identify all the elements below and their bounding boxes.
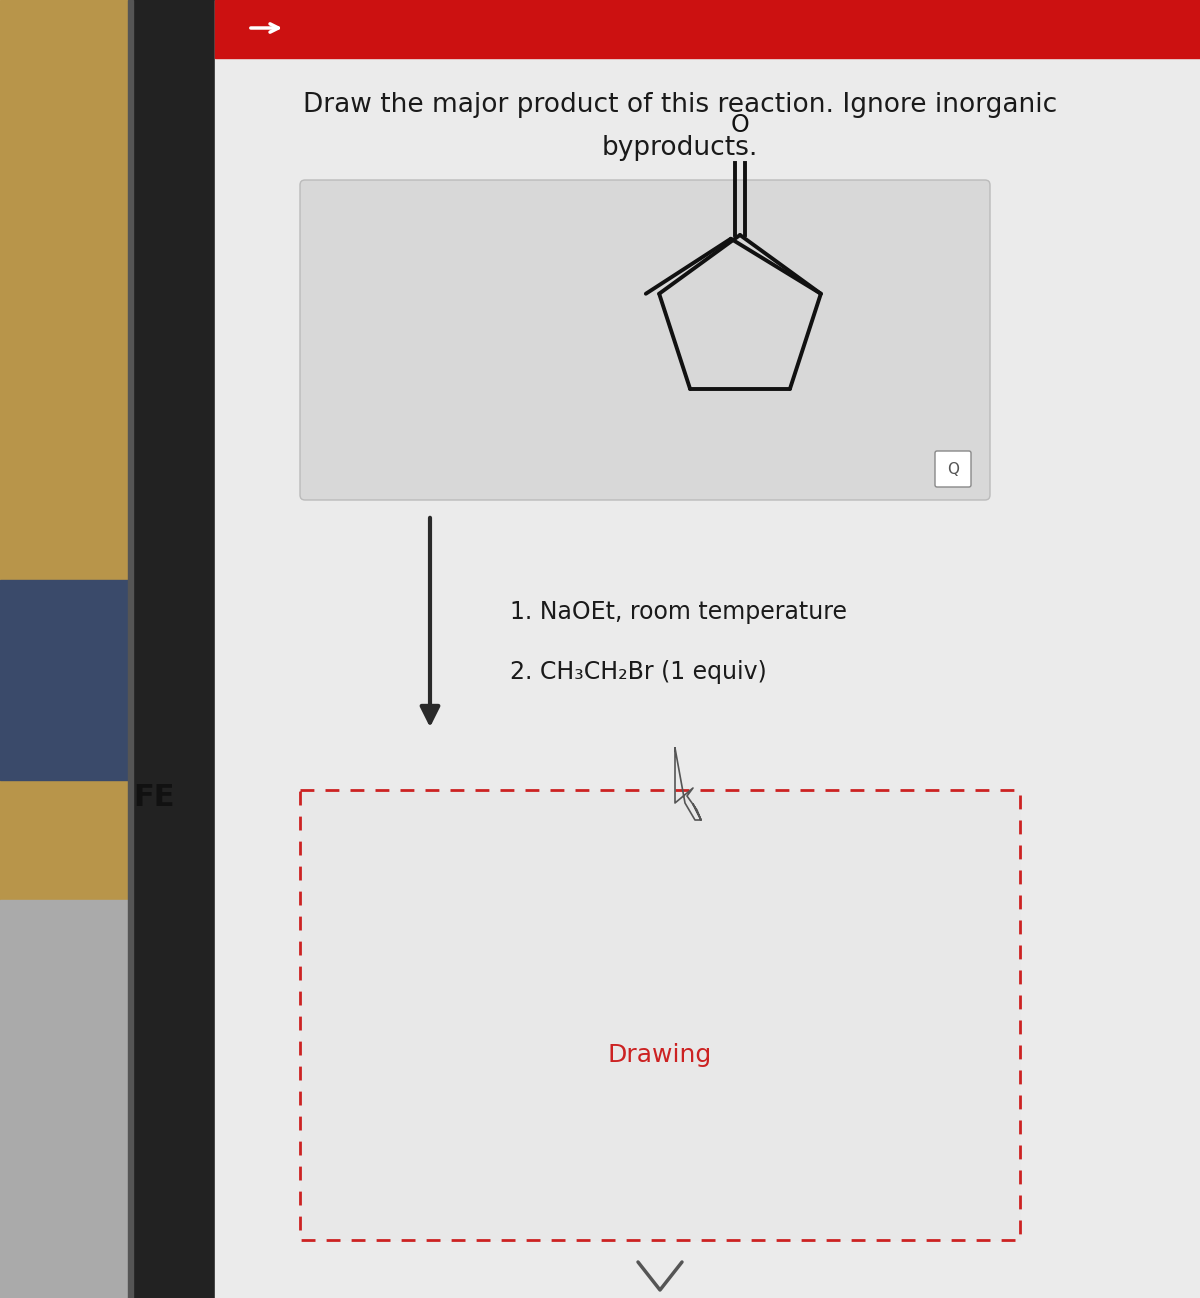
Bar [0,580,130,780]
Bar [215,0,1200,58]
Text: Draw the major product of this reaction. Ignore inorganic: Draw the major product of this reaction.… [302,92,1057,118]
Bar [0,0,215,1298]
Bar [300,790,1020,1240]
Bar [215,0,1200,1298]
Text: byproducts.: byproducts. [602,135,758,161]
FancyBboxPatch shape [935,450,971,487]
Text: 1. NaOEt, room temperature: 1. NaOEt, room temperature [510,600,847,624]
Text: Q: Q [947,462,959,476]
Text: O: O [731,113,749,138]
Bar [130,0,215,1298]
Bar [0,900,130,1298]
Text: FE: FE [133,784,175,813]
FancyBboxPatch shape [300,180,990,500]
Bar [128,0,133,1298]
Text: 2. CH₃CH₂Br (1 equiv): 2. CH₃CH₂Br (1 equiv) [510,659,767,684]
Text: Drawing: Drawing [608,1044,712,1067]
